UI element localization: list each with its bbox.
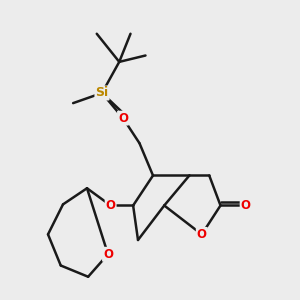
Text: O: O [106, 199, 116, 212]
Text: O: O [197, 228, 207, 241]
Text: O: O [118, 112, 128, 124]
Text: O: O [103, 248, 113, 261]
Text: O: O [241, 199, 250, 212]
Text: Si: Si [95, 86, 109, 100]
